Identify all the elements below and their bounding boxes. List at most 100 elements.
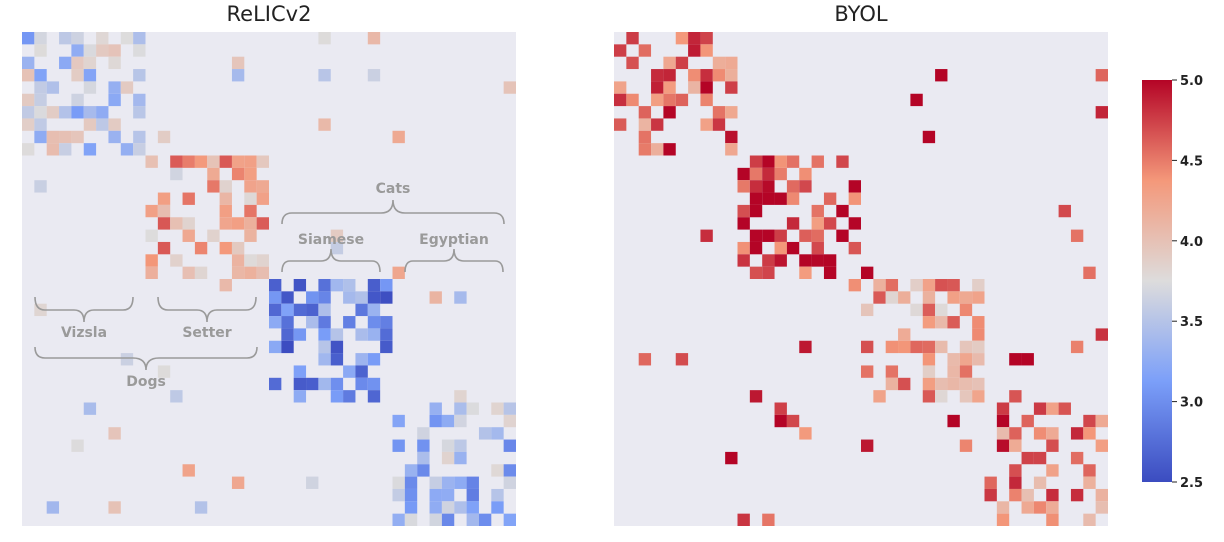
heatmap-cell [343,291,356,304]
heatmap-cell [454,451,467,465]
heatmap-cell [749,167,763,181]
heatmap-cell [343,279,356,292]
heatmap-cell [614,93,627,107]
brace-setter [157,296,257,323]
heatmap-cell [737,167,750,181]
heatmap-cell [330,377,344,391]
heatmap-cell [108,427,121,440]
heatmap-cell [503,464,516,477]
heatmap-cell [22,106,35,119]
heatmap-cell [638,353,652,366]
label-vizsla: Vizsla [61,325,107,341]
heatmap-cell [83,44,97,57]
heatmap-cell [922,340,936,354]
heatmap-cell [355,291,368,304]
heatmap-cell [675,93,689,107]
heatmap-cell [120,32,134,45]
heatmap-cell [1021,353,1034,366]
heatmap-cell [231,167,245,181]
heatmap-cell [318,316,331,329]
heatmap-cell [1033,476,1047,489]
heatmap-cell [380,328,393,341]
heatmap-cell [330,229,344,242]
heatmap-cell [133,69,146,82]
colorbar-tick-label: 2.5 [1180,476,1203,491]
heatmap-cell [737,204,750,218]
heatmap-cell [281,316,294,329]
heatmap-cell [207,167,220,181]
heatmap-cell [811,241,824,255]
heatmap-cell [429,291,442,304]
heatmap-cell [207,180,220,193]
heatmap-cell [318,279,331,292]
heatmap-cell [873,291,886,304]
heatmap-cell [700,118,713,131]
heatmap-cell [688,69,701,82]
heatmap-cell [441,501,455,514]
heatmap-cell [823,266,837,279]
heatmap-cell [491,427,504,440]
heatmap-cell [762,192,775,205]
heatmap-cell [22,118,35,131]
heatmap-cell [22,32,35,45]
heatmap-cell [194,241,208,255]
colorbar-tick-label: 3.0 [1180,396,1203,411]
heatmap-cell [170,254,183,267]
heatmap-cell [306,303,319,317]
heatmap-cell [626,32,639,45]
heatmap-cell [885,291,899,304]
label-siamese: Siamese [298,232,364,248]
heatmap-cell [318,377,331,391]
heatmap-cell [1046,427,1059,440]
heatmap-cell [799,229,812,242]
heatmap-cell [947,365,960,378]
heatmap-cell [71,439,84,452]
heatmap-cell [737,217,750,230]
heatmap-cell [108,81,121,94]
heatmap-cell [873,279,886,292]
heatmap-cell [947,353,960,366]
heatmap-cell [861,439,874,452]
heatmap-cell [145,266,158,279]
heatmap-cell [108,93,121,107]
heatmap-cell [244,254,257,267]
heatmap-cell [614,44,627,57]
heatmap-cell [269,377,282,391]
heatmap-cell [1033,451,1047,465]
heatmap-cell [367,328,381,341]
heatmap-cell [725,106,738,119]
heatmap-cell [392,439,405,452]
heatmap-cell [861,266,874,279]
heatmap-cell [133,106,146,119]
heatmap-cell [762,180,775,193]
heatmap-cell [626,56,639,70]
heatmap-cell [503,439,516,452]
heatmap-cell [700,44,713,57]
heatmap-cell [133,44,146,57]
heatmap-cell [367,291,381,304]
heatmap-cell [675,353,689,366]
heatmap-cell [848,241,861,255]
heatmap-cell [898,377,911,391]
heatmap-cell [885,365,899,378]
heatmap-cell [910,93,923,107]
heatmap-cell [861,365,874,378]
heatmap-cell [108,130,121,144]
heatmap-cell [83,118,97,131]
heatmap-cell [231,155,245,168]
heatmap-cell [269,316,282,329]
heatmap-cell [343,365,356,378]
heatmap-cell [1083,427,1096,440]
heatmap-cell [491,488,504,502]
heatmap-cell [59,106,72,119]
heatmap-cell [972,377,985,391]
heatmap-cell [663,81,676,94]
heatmap-cell [120,81,134,94]
heatmap-cell [959,377,973,391]
heatmap-cell [638,118,652,131]
heatmap-cell [145,254,158,267]
heatmap-cell [651,118,664,131]
heatmap-cell [935,340,948,354]
heatmap-cell [749,266,763,279]
